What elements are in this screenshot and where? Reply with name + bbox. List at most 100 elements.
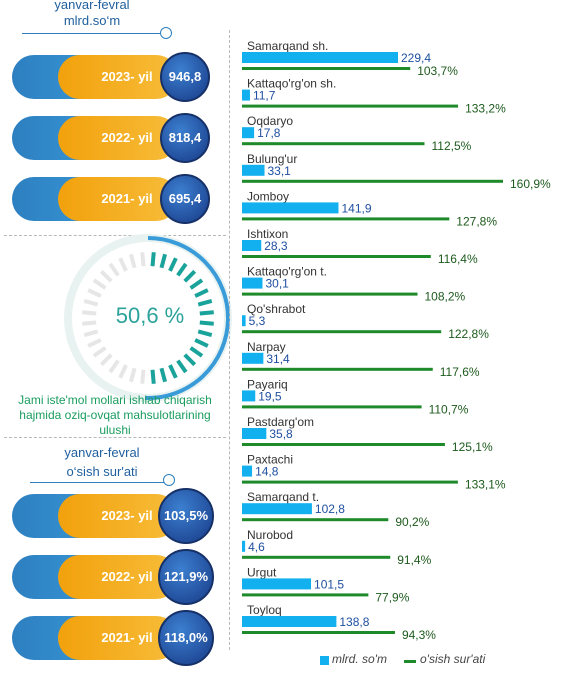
panel-divider bbox=[229, 30, 230, 650]
category-label: Ishtixon bbox=[247, 227, 288, 241]
bottom-period-label: yanvar-fevral bbox=[64, 445, 140, 460]
legend-swatch-growth bbox=[404, 660, 416, 663]
growth-value-label: 112,5% bbox=[431, 139, 471, 153]
gauge-tick bbox=[118, 364, 128, 379]
gauge-tick bbox=[92, 278, 107, 290]
growth-line bbox=[242, 330, 442, 334]
gauge-tick bbox=[82, 320, 97, 326]
growth-line bbox=[242, 67, 411, 70]
volume-value-label: 33,1 bbox=[268, 164, 292, 178]
volume-bar bbox=[242, 164, 265, 176]
growth-value-label: 117,6% bbox=[440, 365, 480, 379]
volume-bar bbox=[242, 127, 255, 139]
share-caption: Jami iste'mol mollari ishlab chiqarish h… bbox=[18, 393, 212, 437]
growth-line bbox=[242, 518, 389, 522]
gauge-tick bbox=[183, 353, 197, 367]
volume-bar bbox=[242, 503, 312, 515]
top-unit-label: mlrd.so‘m bbox=[63, 13, 121, 28]
growth-line bbox=[242, 104, 459, 108]
gauge-tick bbox=[159, 253, 168, 269]
growth-line bbox=[242, 292, 418, 296]
gauge-tick bbox=[197, 298, 213, 307]
volume-value-label: 11,7 bbox=[253, 89, 276, 103]
volume-value-label: 138,8 bbox=[339, 615, 369, 629]
growth-pill-2022: 2022- yil 121,9% bbox=[12, 549, 214, 605]
growth-value-label: 110,7% bbox=[429, 402, 469, 416]
volume-value-label: 30,1 bbox=[265, 277, 289, 291]
growth-value-label: 77,9% bbox=[375, 590, 409, 604]
pill-value-circle: 121,9% bbox=[158, 549, 214, 605]
volume-value-label: 141,9 bbox=[341, 201, 371, 215]
volume-value-label: 102,8 bbox=[315, 502, 345, 516]
gauge-tick bbox=[140, 369, 146, 384]
gauge-tick bbox=[168, 364, 178, 379]
category-label: Samarqand sh. bbox=[247, 39, 328, 53]
growth-line bbox=[242, 593, 369, 597]
legend-label-growth: o'sish sur'ati bbox=[420, 652, 486, 666]
growth-value-label: 133,2% bbox=[465, 102, 506, 116]
growth-value-label: 91,4% bbox=[397, 553, 431, 567]
pill-orange-segment bbox=[58, 55, 178, 99]
bottom-header-ring-icon bbox=[163, 474, 175, 486]
pill-orange-segment bbox=[58, 116, 178, 160]
category-label: Narpay bbox=[247, 340, 286, 354]
gauge-tick bbox=[197, 329, 213, 338]
gauge-tick bbox=[140, 252, 146, 267]
gauge-tick bbox=[108, 359, 120, 374]
top-header-line bbox=[22, 33, 168, 34]
gauge-tick bbox=[87, 338, 102, 348]
gauge-tick bbox=[189, 346, 204, 358]
gauge-accent-arc bbox=[144, 236, 230, 400]
gauge-tick bbox=[189, 278, 204, 290]
growth-line bbox=[242, 631, 395, 634]
gauge-tick bbox=[199, 310, 214, 316]
category-label: Payariq bbox=[247, 377, 288, 391]
category-label: Bulung'ur bbox=[247, 152, 297, 166]
growth-line bbox=[242, 555, 391, 559]
bottom-unit-label: o‘sish sur'ati bbox=[66, 464, 138, 479]
gauge-tick bbox=[82, 310, 97, 316]
volume-pill-2022: 2022- yil 818,4 bbox=[12, 113, 212, 163]
gauge-tick bbox=[83, 329, 99, 338]
pill-year-label: 2022- yil bbox=[101, 130, 153, 145]
growth-value-label: 103,7% bbox=[417, 64, 458, 78]
volume-value-label: 4,6 bbox=[248, 540, 265, 554]
volume-value-label: 17,8 bbox=[257, 126, 281, 140]
volume-value-label: 28,3 bbox=[264, 239, 288, 253]
legend-label-volume: mlrd. so'm bbox=[332, 652, 387, 666]
volume-value-label: 35,8 bbox=[269, 427, 293, 441]
category-label: Samarqand t. bbox=[247, 490, 319, 504]
gauge-tick bbox=[99, 269, 113, 283]
volume-bar bbox=[242, 428, 267, 439]
growth-line bbox=[242, 443, 445, 446]
legend-swatch-volume bbox=[320, 656, 329, 665]
category-label: Jomboy bbox=[247, 189, 289, 203]
growth-value-label: 108,2% bbox=[425, 290, 466, 304]
volume-value-label: 19,5 bbox=[258, 389, 282, 403]
gauge-tick bbox=[92, 346, 107, 358]
pill-year-label: 2023- yil bbox=[101, 508, 153, 523]
growth-line bbox=[242, 480, 458, 484]
pill-year-label: 2023- yil bbox=[101, 69, 153, 84]
growth-line bbox=[242, 217, 450, 221]
category-label: Paxtachi bbox=[247, 453, 293, 467]
pill-value-circle: 818,4 bbox=[160, 113, 210, 163]
pill-value-circle: 103,5% bbox=[158, 488, 214, 544]
growth-line bbox=[242, 179, 503, 183]
gauge-tick bbox=[150, 252, 156, 267]
growth-value-label: 90,2% bbox=[395, 515, 429, 529]
gauge-tick bbox=[168, 257, 178, 272]
gauge-tick bbox=[194, 288, 209, 298]
category-label: Kattaqo'rg'on t. bbox=[247, 265, 327, 279]
volume-pill-2021: 2021- yil 695,4 bbox=[12, 174, 212, 224]
category-label: Kattaqo'rg'on sh. bbox=[247, 77, 336, 91]
category-label: Toyloq bbox=[247, 603, 282, 617]
pill-year-label: 2021- yil bbox=[101, 191, 153, 206]
pill-orange-segment bbox=[58, 177, 178, 221]
gauge-tick bbox=[108, 262, 120, 277]
gauge-tick bbox=[128, 367, 137, 383]
growth-value-label: 127,8% bbox=[456, 214, 497, 228]
gauge-tick bbox=[87, 288, 102, 298]
